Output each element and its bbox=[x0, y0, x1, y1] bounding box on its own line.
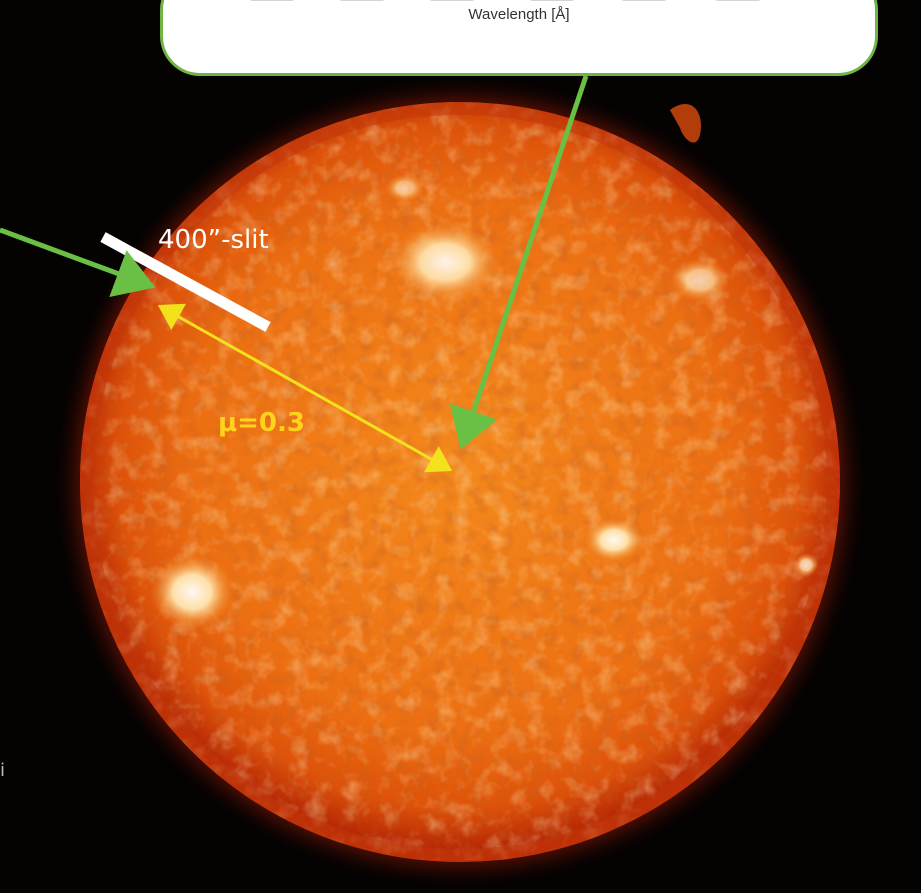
active-region bbox=[794, 553, 818, 577]
active-region bbox=[150, 554, 234, 630]
spectrum-inset-callout: Wavelength [Å] bbox=[160, 0, 878, 76]
prominence bbox=[670, 104, 701, 143]
active-region bbox=[670, 258, 730, 302]
green-arrow-left bbox=[0, 227, 156, 298]
green-arrow-center bbox=[449, 75, 589, 450]
mu-arrow bbox=[157, 303, 453, 473]
inset-x-axis-label: Wavelength [Å] bbox=[468, 6, 570, 23]
mu-label: μ=0.3 bbox=[218, 408, 305, 438]
active-region bbox=[390, 222, 500, 302]
active-region bbox=[385, 174, 425, 202]
slit-label: 400”-slit bbox=[158, 225, 269, 255]
active-region bbox=[584, 518, 644, 562]
inset-tick-labels-cropped bbox=[249, 0, 809, 3]
left-edge-text-fragment: i bbox=[0, 760, 6, 781]
